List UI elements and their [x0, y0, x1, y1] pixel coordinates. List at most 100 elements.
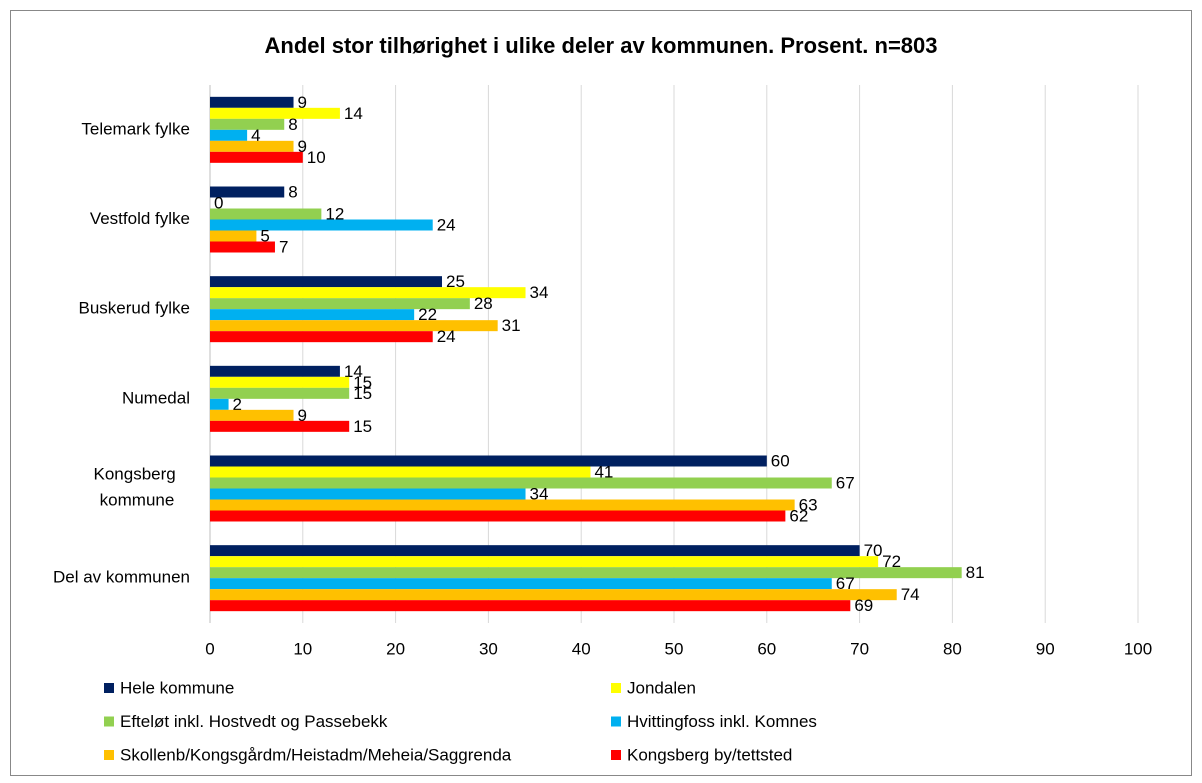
bar: [210, 129, 248, 141]
legend-label: Hele kommune: [120, 678, 234, 697]
x-tick-label: 40: [572, 639, 591, 658]
bar: [210, 320, 498, 332]
bar: [210, 477, 832, 489]
x-tick-label: 70: [850, 639, 869, 658]
x-tick-label: 30: [479, 639, 498, 658]
value-label: 62: [789, 506, 808, 525]
value-label: 81: [966, 563, 985, 582]
bar: [210, 208, 322, 220]
legend-swatch: [104, 716, 114, 727]
value-label: 0: [214, 193, 223, 212]
x-tick-label: 60: [757, 639, 776, 658]
legend-label: Jondalen: [627, 678, 696, 697]
bar: [210, 186, 285, 198]
bar: [210, 241, 275, 253]
bar: [210, 151, 303, 163]
bar: [210, 309, 415, 321]
value-label: 72: [882, 552, 901, 571]
value-label: 34: [530, 484, 549, 503]
value-label: 24: [437, 327, 456, 346]
value-label: 25: [446, 272, 465, 291]
bar: [210, 365, 340, 377]
value-label: 15: [353, 417, 372, 436]
bar: [210, 107, 340, 119]
x-tick-label: 20: [386, 639, 405, 658]
value-label: 12: [325, 204, 344, 223]
value-label: 69: [854, 596, 873, 615]
legend-swatch: [611, 683, 621, 693]
bar: [210, 409, 294, 421]
x-tick-label: 0: [205, 639, 214, 658]
value-label: 10: [307, 148, 326, 167]
value-label: 60: [771, 451, 790, 470]
value-label: 67: [836, 473, 855, 492]
legend-swatch: [611, 750, 621, 760]
bar: [210, 276, 442, 288]
bar: [210, 510, 786, 522]
bar: [210, 219, 433, 231]
value-label: 22: [418, 305, 437, 324]
x-tick-label: 10: [293, 639, 312, 658]
bar: [210, 578, 832, 590]
bar: [210, 376, 350, 388]
value-label: 7: [279, 237, 288, 256]
legend-swatch: [104, 750, 114, 760]
value-label: 24: [437, 215, 456, 234]
x-tick-label: 90: [1036, 639, 1055, 658]
legend-label: Kongsberg by/tettsted: [627, 745, 792, 764]
bar: [210, 298, 470, 310]
x-tick-label: 50: [665, 639, 684, 658]
value-label: 28: [474, 294, 493, 313]
bar: [210, 140, 294, 152]
bar: [210, 600, 851, 612]
value-label: 4: [251, 126, 260, 145]
y-tick-label: Del av kommunen: [53, 568, 190, 587]
value-label: 14: [344, 362, 363, 381]
bar: [210, 466, 591, 478]
legend-swatch: [611, 716, 621, 727]
y-tick-label: Numedal: [122, 388, 190, 407]
bar: [210, 387, 350, 399]
value-label: 5: [260, 226, 269, 245]
bar: [210, 398, 229, 410]
bar: [210, 545, 860, 557]
value-label: 2: [233, 395, 242, 414]
bar: [210, 118, 285, 130]
value-label: 67: [836, 574, 855, 593]
value-label: 8: [288, 182, 297, 201]
bar: [210, 455, 767, 467]
legend-label: Hvittingfoss inkl. Komnes: [627, 712, 817, 731]
value-label: 74: [901, 585, 920, 604]
legend-swatch: [104, 683, 114, 693]
value-label: 34: [530, 283, 549, 302]
legend-label: Skollenb/Kongsgårdm/Heistadm/Meheia/Sagg…: [120, 745, 512, 764]
bar: [210, 96, 294, 108]
chart-title: Andel stor tilhørighet i ulike deler av …: [265, 33, 938, 58]
value-label: 70: [864, 541, 883, 560]
value-label: 9: [298, 137, 307, 156]
value-label: 14: [344, 104, 363, 123]
bar: [210, 488, 526, 500]
bar: [210, 287, 526, 299]
bar: [210, 331, 433, 343]
value-label: 31: [502, 316, 521, 335]
x-tick-label: 80: [943, 639, 962, 658]
bar: [210, 556, 879, 568]
value-label: 41: [594, 462, 613, 481]
value-label: 63: [799, 495, 818, 514]
y-tick-label: Telemark fylke: [81, 119, 190, 138]
value-label: 9: [298, 406, 307, 425]
chart-border: [10, 10, 1192, 776]
bar: [210, 230, 257, 242]
value-label: 9: [298, 93, 307, 112]
value-label: 15: [353, 384, 372, 403]
legend-label: Efteløt inkl. Hostvedt og Passebekk: [120, 712, 388, 731]
y-tick-label: Vestfold fylke: [90, 209, 190, 228]
value-label: 8: [288, 115, 297, 134]
bar: [210, 499, 795, 511]
x-tick-label: 100: [1124, 639, 1152, 658]
bar: [210, 420, 350, 432]
bar: [210, 567, 962, 579]
bar: [210, 589, 897, 601]
